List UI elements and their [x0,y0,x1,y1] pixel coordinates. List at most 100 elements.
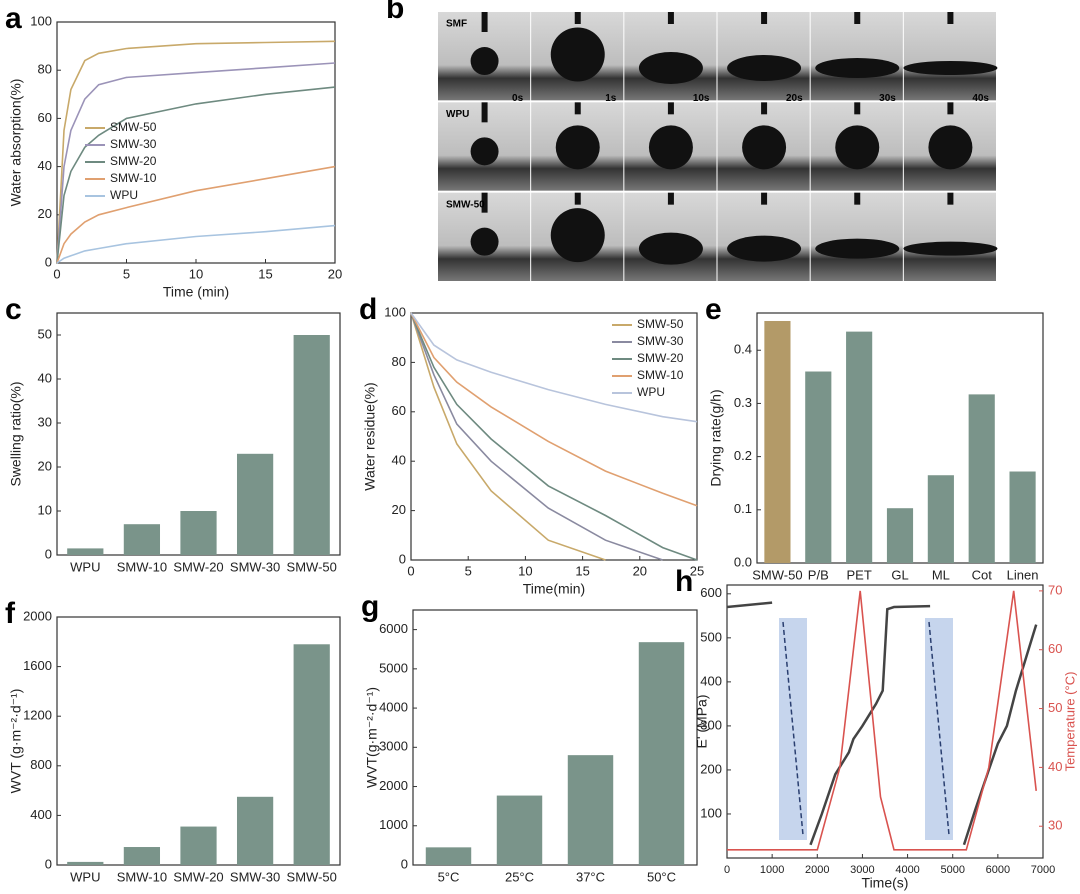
line [56,62,336,264]
y-tick-label: 30 [38,414,52,429]
y-tick-label: 20 [38,206,52,221]
bar [180,511,217,555]
x-tick-label: 5 [465,563,472,578]
x-tick-label: GL [891,567,908,582]
line [410,312,606,561]
x-tick-label: 4000 [895,864,919,876]
x-tick-label: 0 [53,266,60,281]
x-tick-label: 10 [518,563,532,578]
y-tick-label: 100 [700,805,722,820]
legend-label: SMW-10 [637,368,684,382]
photo-cell [810,192,903,281]
row-label: SMW-50 [446,199,485,210]
x-tick-label: SMW-30 [230,869,280,884]
x-tick-label: 5000 [940,864,964,876]
y-tick-label: 1200 [23,708,52,723]
bar [67,548,104,555]
line [410,312,663,561]
droplet [727,235,802,262]
y-tick-label: 600 [700,585,722,600]
line [410,312,698,561]
x-axis-title: Time(s) [862,875,909,891]
plot-frame [56,21,336,264]
x-tick-label: 5°C [438,869,460,884]
bar [764,320,791,563]
time-label: 30s [879,93,896,104]
x-tick-label: WPU [70,869,100,884]
droplet [555,125,600,170]
bar [968,394,995,563]
y-tick-label: 2000 [23,608,52,623]
y-tick-label: 50 [38,326,52,341]
y-tick-label: 0.4 [734,342,752,357]
panel-label: g [361,590,379,623]
needle [667,192,674,205]
legend-label: WPU [637,385,665,399]
needle [947,12,954,24]
needle [574,12,581,24]
y2-tick-label: 70 [1048,582,1062,597]
legend-label: SMW-20 [110,154,157,168]
needle [761,12,768,24]
x-tick-label: 15 [575,563,589,578]
y-axis-title: E' (MPa) [694,694,710,748]
panel-label: d [359,293,377,326]
needle [947,192,954,205]
x-tick-label: 25 [690,563,704,578]
needle [854,102,861,115]
x-tick-label: 50°C [647,869,676,884]
y-tick-label: 0.1 [734,501,752,516]
droplet [903,241,998,256]
bar [67,861,104,865]
y2-tick-label: 60 [1048,641,1062,656]
legend-label: WPU [110,188,138,202]
y-tick-label: 40 [392,453,406,468]
legend-label: SMW-20 [637,351,684,365]
bar [293,335,330,555]
bar [805,371,832,563]
photo-cell [903,12,996,101]
y2-tick-label: 50 [1048,700,1062,715]
needle [947,102,954,115]
y-axis-title: WVT (g·m⁻²·d⁻¹) [8,689,24,794]
y-tick-label: 80 [392,354,406,369]
x-tick-label: 2000 [805,864,829,876]
y-tick-label: 0 [45,856,52,871]
time-label: 10s [693,93,710,104]
y-tick-label: 100 [30,13,52,28]
x-tick-label: PET [846,567,871,582]
needle [481,12,488,32]
y-tick-label: 500 [700,629,722,644]
legend-label: SMW-10 [110,171,157,185]
bar [927,475,954,563]
x-tick-label: ML [932,567,950,582]
photo-cell [810,12,903,101]
droplet [742,125,787,170]
needle [574,102,581,115]
x-tick-label: 0 [407,563,414,578]
row-label: SMF [446,19,467,30]
x-tick-label: SMW-50 [287,869,337,884]
x-tick-label: SMW-20 [173,869,223,884]
y-tick-label: 0 [45,546,52,561]
line [410,312,698,507]
y-tick-label: 0.3 [734,395,752,410]
y2-tick-label: 30 [1048,818,1062,833]
needle [481,102,488,123]
droplet [648,125,693,170]
y2-axis-title: Temperature (°C) [1062,672,1077,772]
needle [761,102,768,115]
x-tick-label: 5 [123,266,130,281]
panel-label: c [5,293,22,326]
y-tick-label: 200 [700,761,722,776]
legend-label: SMW-50 [110,120,157,134]
y-tick-label: 0 [45,254,52,269]
line [56,86,336,264]
x-tick-label: SMW-20 [173,559,223,574]
bar [180,826,217,865]
line [727,590,1037,851]
panel-label: h [675,565,693,598]
droplet [470,227,499,256]
x-tick-label: SMW-50 [287,559,337,574]
droplet [815,238,900,259]
